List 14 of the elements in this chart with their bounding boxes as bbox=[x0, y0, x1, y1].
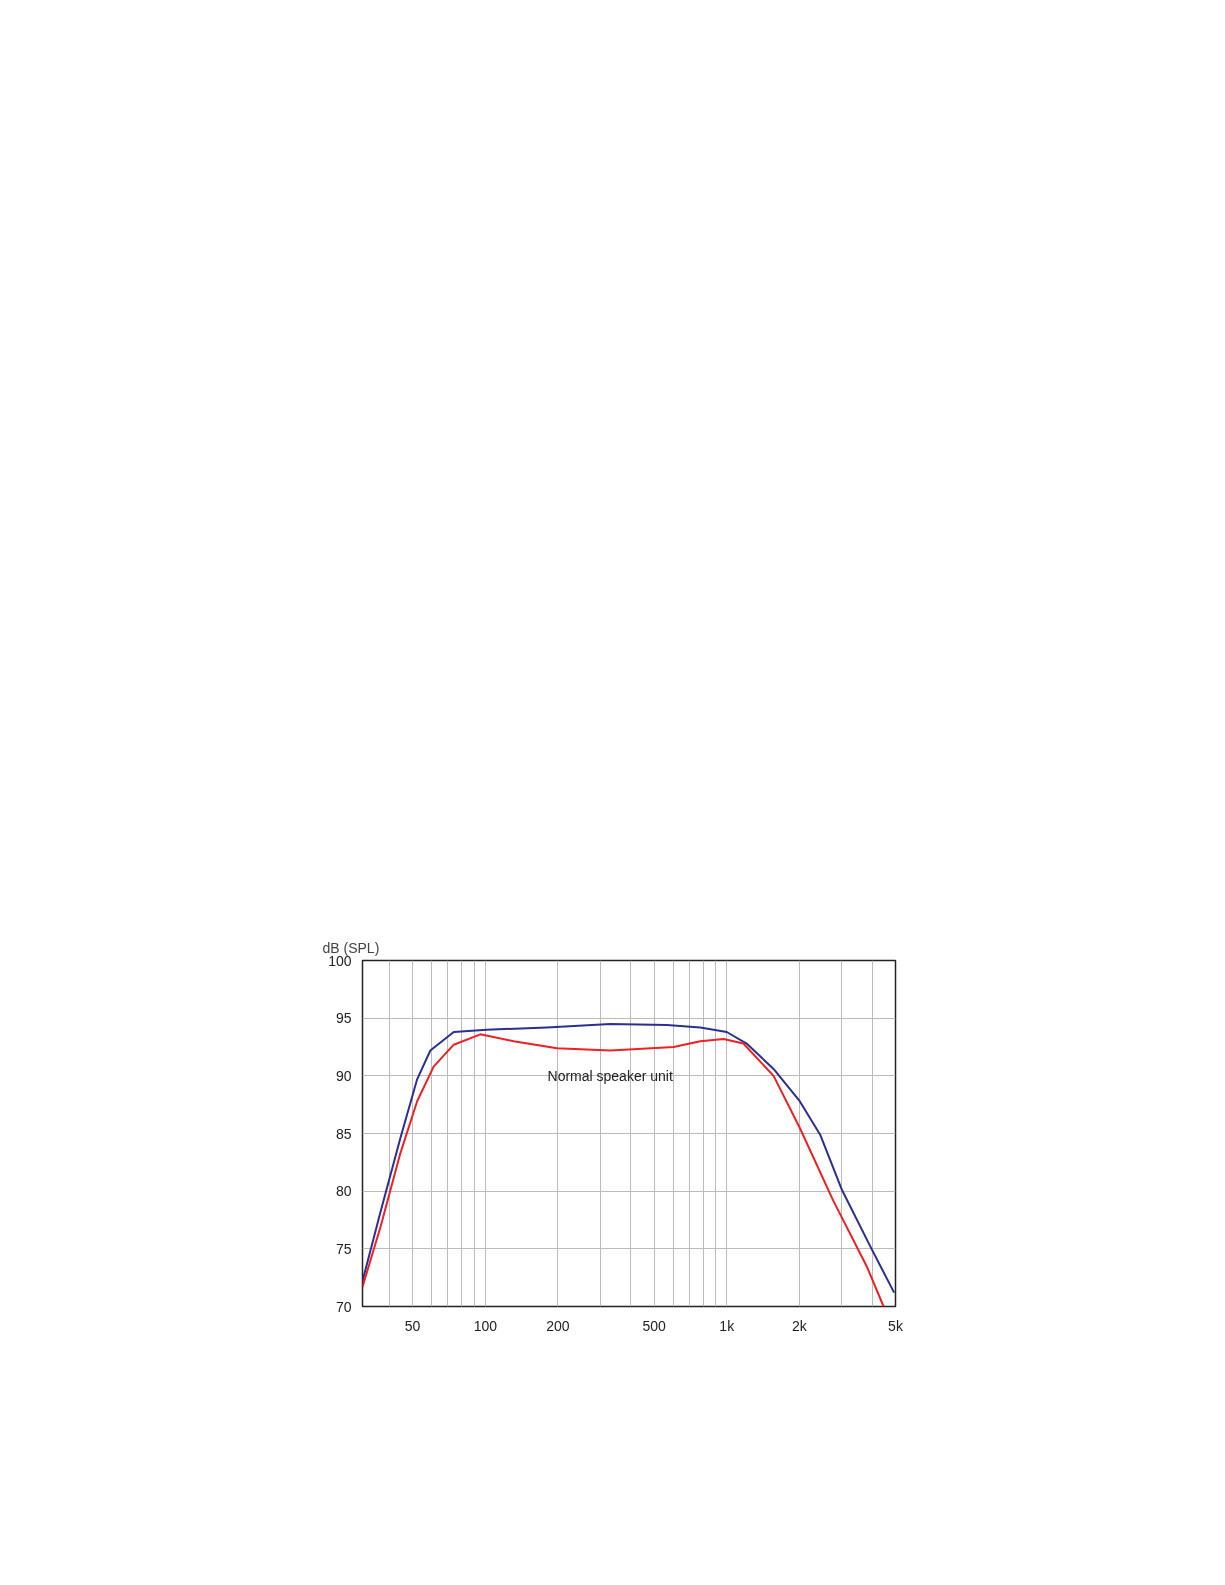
x-tick-label: 100 bbox=[473, 1317, 498, 1334]
x-tick-label: 50 bbox=[404, 1317, 421, 1334]
y-tick-label: 85 bbox=[335, 1125, 352, 1142]
x-tick-label: 1k bbox=[719, 1317, 736, 1334]
y-tick-label: 70 bbox=[335, 1298, 352, 1315]
x-tick-label: 500 bbox=[642, 1317, 666, 1334]
y-tick-label: 80 bbox=[335, 1183, 352, 1200]
y-tick-label: 75 bbox=[335, 1240, 352, 1257]
x-tick-label: 5k bbox=[888, 1317, 904, 1334]
y-tick-label: 95 bbox=[335, 1010, 352, 1027]
y-tick-label: 90 bbox=[335, 1067, 352, 1084]
x-tick-label: 2k bbox=[792, 1317, 808, 1334]
x-tick-label: 200 bbox=[546, 1317, 570, 1334]
series-label: Normal speaker unit bbox=[547, 1068, 673, 1085]
